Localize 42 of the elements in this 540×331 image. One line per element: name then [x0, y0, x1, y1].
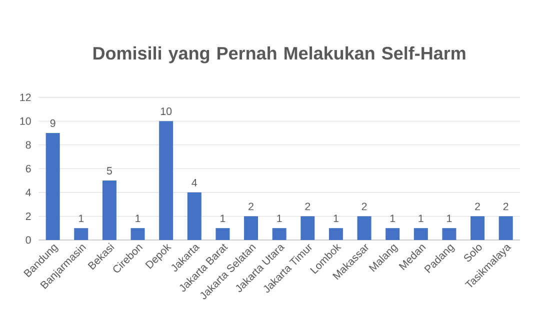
y-tick-label: 8 — [26, 141, 31, 149]
bar — [187, 192, 202, 240]
bar — [74, 228, 88, 240]
chart-title: Domisili yang Pernah Melakukan Self-Harm — [93, 46, 466, 64]
data-label: 4 — [192, 179, 198, 187]
y-tick-label: 2 — [26, 212, 31, 220]
data-label: 1 — [277, 214, 282, 222]
data-label: 5 — [106, 167, 112, 175]
data-label: 1 — [78, 214, 84, 222]
bar — [414, 228, 428, 240]
data-label: 9 — [50, 120, 56, 128]
bar — [272, 228, 286, 240]
y-tick-label: 10 — [20, 118, 31, 126]
bar — [102, 180, 116, 240]
bar — [470, 216, 485, 240]
y-tick-label: 12 — [20, 94, 31, 102]
data-label: 1 — [220, 214, 226, 222]
data-label: 1 — [447, 214, 452, 222]
bar — [328, 228, 343, 240]
bar — [442, 228, 456, 240]
data-label: 1 — [334, 214, 338, 222]
data-label: 1 — [136, 214, 140, 222]
data-label: 1 — [418, 214, 424, 222]
data-label: 1 — [390, 214, 396, 222]
data-label: 10 — [160, 108, 172, 116]
data-label: 2 — [503, 202, 508, 210]
y-tick-label: 4 — [26, 188, 31, 196]
y-tick-label: 6 — [26, 165, 31, 173]
bar — [357, 216, 372, 240]
bar — [130, 228, 145, 240]
bar — [159, 121, 174, 240]
bar — [216, 228, 230, 240]
bar — [300, 216, 315, 240]
bar — [46, 133, 60, 240]
data-label: 2 — [362, 202, 367, 210]
bar — [386, 228, 400, 240]
data-label: 2 — [305, 202, 310, 210]
data-label: 2 — [475, 202, 480, 210]
y-tick-label: 0 — [26, 236, 31, 244]
bar — [244, 216, 258, 240]
data-label: 2 — [248, 202, 254, 210]
bar — [498, 216, 513, 240]
